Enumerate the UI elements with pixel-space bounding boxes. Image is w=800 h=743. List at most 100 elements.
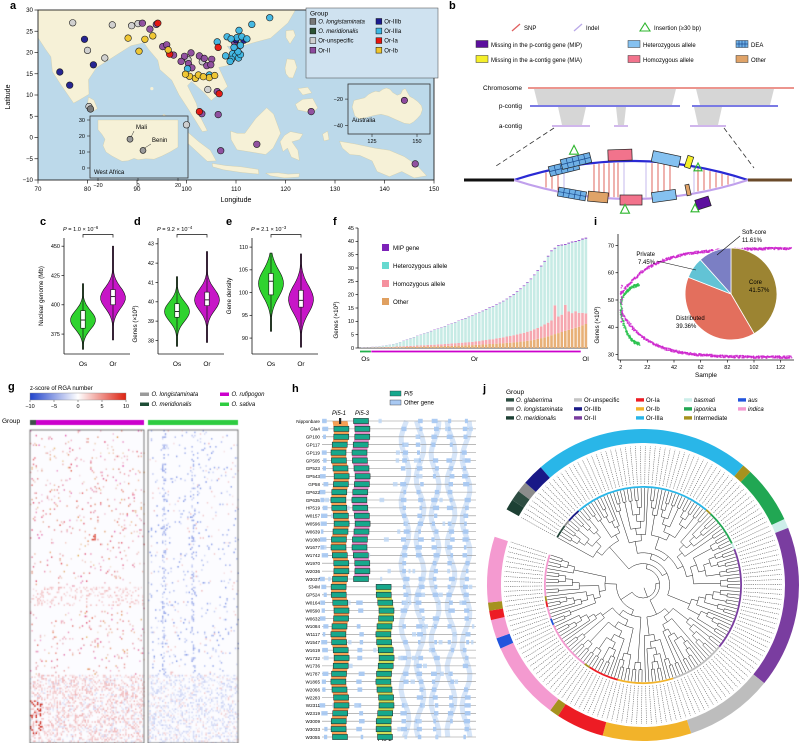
sample-row: HP519 xyxy=(306,505,476,511)
other-gene xyxy=(397,726,401,732)
pi5-gene xyxy=(354,560,371,567)
bar-segment xyxy=(560,244,564,246)
other-gene xyxy=(433,726,437,732)
sample-name: W3055 xyxy=(305,735,320,740)
other-gene xyxy=(464,458,471,463)
other-gene xyxy=(434,466,439,471)
bar-segment xyxy=(553,305,557,335)
y-tick-label: 15 xyxy=(348,306,354,312)
bar-segment xyxy=(388,347,392,348)
group-label: Os xyxy=(361,356,370,363)
sample-point xyxy=(307,107,315,116)
other-gene xyxy=(358,671,365,676)
sample-point xyxy=(101,54,109,62)
sample-point xyxy=(128,22,136,30)
other-gene xyxy=(463,529,469,534)
y-axis-label: Genes (×103) xyxy=(593,306,601,343)
bar-segment xyxy=(443,343,447,346)
other-gene xyxy=(448,418,452,424)
sample-point xyxy=(86,105,95,113)
sample-name: W1787 xyxy=(305,672,320,677)
pi5-gene xyxy=(333,520,350,527)
tree-legend-item: O. longistaminata xyxy=(506,407,563,413)
other-gene xyxy=(415,600,422,605)
bar-segment xyxy=(457,345,460,348)
group-ring-segment xyxy=(544,596,548,602)
p-value: P = 9.2 × 10−4 xyxy=(157,225,208,238)
other-gene xyxy=(434,640,437,645)
sample-point xyxy=(195,107,203,116)
other-gene xyxy=(434,489,440,495)
sample-row: W1865 xyxy=(305,678,476,685)
sample-name: W2319 xyxy=(305,711,320,716)
pi5-gene xyxy=(331,536,347,543)
other-gene xyxy=(412,568,416,574)
other-gene xyxy=(400,497,407,503)
other-gene xyxy=(448,426,451,432)
other-gene xyxy=(401,719,406,724)
violin-axes: 38 39 40 41 42 43 Genes (×103) xyxy=(131,238,224,355)
inset-point xyxy=(126,135,134,143)
svg-text:Missing in the p-contig gene (: Missing in the p-contig gene (MIP) xyxy=(491,43,582,49)
other-gene xyxy=(354,703,359,708)
pie-label: Soft-core xyxy=(742,230,767,236)
panel-label-f: f xyxy=(333,216,337,228)
category-label: Or xyxy=(297,361,305,368)
bar-segment xyxy=(481,340,484,345)
bar-segment xyxy=(508,296,512,298)
bar-segment xyxy=(498,302,502,304)
svg-text:DEA: DEA xyxy=(751,43,763,49)
other-gene xyxy=(462,600,467,605)
tree-legend-item: Intermediate xyxy=(684,416,728,422)
bar-segment xyxy=(550,335,553,348)
bar-segment xyxy=(488,344,491,348)
bar-segment xyxy=(495,338,498,344)
sample-rows: Nipponbare Gla4 GP100 GP117 GP119 GP505 GP523 G… xyxy=(296,418,476,740)
other-gene xyxy=(459,600,463,605)
other-gene xyxy=(418,529,421,534)
svg-text:Or-II: Or-II xyxy=(318,48,330,54)
svg-text:Or-II: Or-II xyxy=(584,416,596,422)
sample-point xyxy=(181,70,190,78)
other-gene xyxy=(400,726,407,732)
sample-name: W0639 xyxy=(305,529,320,534)
sample-name: W1677 xyxy=(305,545,320,550)
other-gene xyxy=(464,726,469,732)
pi5-gene xyxy=(378,694,394,701)
bar-segment xyxy=(536,328,539,339)
svg-text:japonica: japonica xyxy=(693,407,717,413)
legend-title: Group xyxy=(310,11,328,18)
y-tick-label: 39 xyxy=(148,319,154,325)
other-gene xyxy=(417,521,424,526)
sample-name: GP622 xyxy=(306,490,321,495)
bar-segment xyxy=(392,346,395,348)
pi5-gene xyxy=(330,718,347,725)
pi5-gene xyxy=(333,607,350,614)
bar-segment xyxy=(508,297,512,336)
sample-name: W1084 xyxy=(305,624,320,629)
other-gene xyxy=(434,624,437,629)
pi5-gene xyxy=(378,655,395,661)
legend-item: Or-unspecific xyxy=(309,37,354,45)
pi5-gene xyxy=(352,457,368,464)
pi5-gene xyxy=(333,655,350,661)
bar-segment xyxy=(392,344,395,347)
x-axis-label: Longitude xyxy=(221,197,252,204)
sample-row: W3009 xyxy=(305,718,476,725)
bar-segment xyxy=(392,347,395,348)
y-tick-label: 30 xyxy=(26,7,33,14)
bar-segment xyxy=(502,343,505,348)
other-gene xyxy=(464,695,471,700)
y-tick-label: 425 xyxy=(51,273,60,279)
bar-segment xyxy=(508,336,512,343)
heatmap-group-label: Group xyxy=(2,418,21,425)
other-gene xyxy=(322,671,329,676)
other-gene xyxy=(437,600,441,605)
violin-box xyxy=(174,303,180,318)
sample-name: W1736 xyxy=(305,664,320,669)
svg-text:Other gene: Other gene xyxy=(404,401,435,407)
bar-segment xyxy=(481,311,484,341)
y-axis-label: Latitude xyxy=(5,84,12,109)
y-tick-label: 35 xyxy=(348,253,354,259)
other-gene xyxy=(416,695,424,700)
